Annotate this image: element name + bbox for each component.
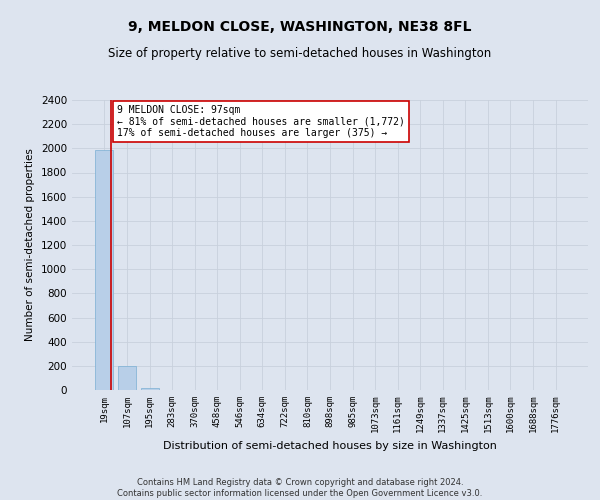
Y-axis label: Number of semi-detached properties: Number of semi-detached properties [25,148,35,342]
Text: Contains HM Land Registry data © Crown copyright and database right 2024.
Contai: Contains HM Land Registry data © Crown c… [118,478,482,498]
Text: 9, MELDON CLOSE, WASHINGTON, NE38 8FL: 9, MELDON CLOSE, WASHINGTON, NE38 8FL [128,20,472,34]
Bar [140,388,158,390]
Text: Size of property relative to semi-detached houses in Washington: Size of property relative to semi-detach… [109,48,491,60]
Text: 9 MELDON CLOSE: 97sqm
← 81% of semi-detached houses are smaller (1,772)
17% of s: 9 MELDON CLOSE: 97sqm ← 81% of semi-deta… [117,105,405,138]
Bar [118,366,136,390]
Bar [95,150,113,390]
X-axis label: Distribution of semi-detached houses by size in Washington: Distribution of semi-detached houses by … [163,441,497,451]
